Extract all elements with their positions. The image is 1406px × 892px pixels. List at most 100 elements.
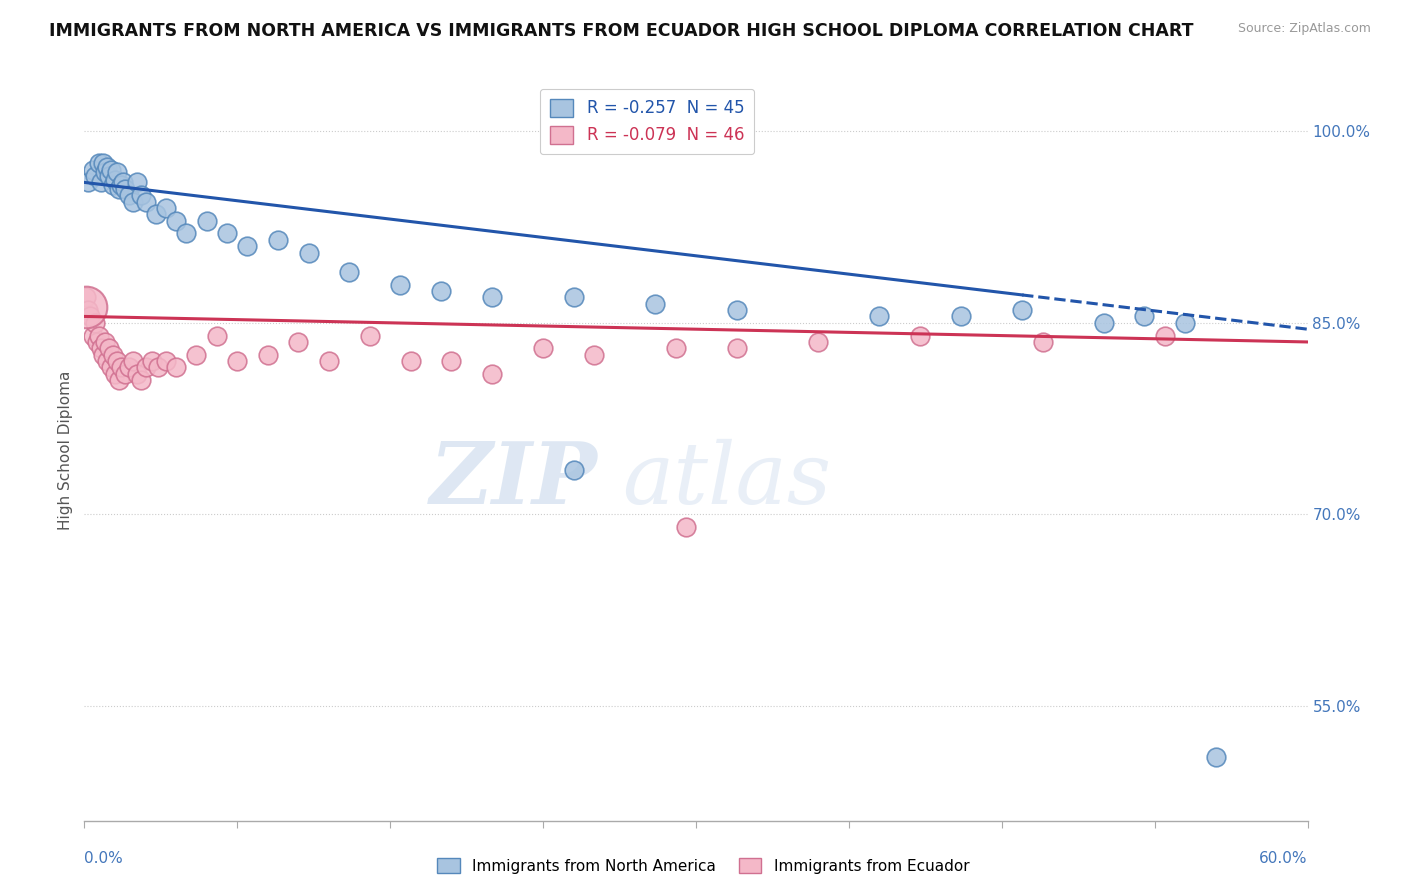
Text: IMMIGRANTS FROM NORTH AMERICA VS IMMIGRANTS FROM ECUADOR HIGH SCHOOL DIPLOMA COR: IMMIGRANTS FROM NORTH AMERICA VS IMMIGRA… xyxy=(49,22,1194,40)
Point xyxy=(90,175,112,189)
Point xyxy=(82,162,104,177)
Point xyxy=(910,328,932,343)
Point xyxy=(226,354,249,368)
Point xyxy=(135,360,157,375)
Point xyxy=(108,182,131,196)
Point xyxy=(1092,316,1115,330)
Point xyxy=(146,360,169,375)
Point xyxy=(118,188,141,202)
Point xyxy=(86,334,108,349)
Point xyxy=(318,354,340,368)
Point xyxy=(399,354,422,368)
Point xyxy=(108,373,131,387)
Point xyxy=(104,367,127,381)
Point xyxy=(236,239,259,253)
Point xyxy=(165,360,187,375)
Point xyxy=(75,290,97,304)
Point xyxy=(257,348,280,362)
Point xyxy=(869,310,891,324)
Point xyxy=(114,182,136,196)
Point xyxy=(1011,303,1033,318)
Point xyxy=(583,348,606,362)
Text: Source: ZipAtlas.com: Source: ZipAtlas.com xyxy=(1237,22,1371,36)
Point xyxy=(675,520,697,534)
Point xyxy=(97,169,120,183)
Point xyxy=(118,360,141,375)
Point xyxy=(105,165,128,179)
Point xyxy=(217,227,239,241)
Point xyxy=(112,175,135,189)
Point xyxy=(440,354,463,368)
Point xyxy=(430,284,453,298)
Point xyxy=(90,342,112,356)
Point xyxy=(141,354,163,368)
Point xyxy=(195,213,218,227)
Point xyxy=(77,175,100,189)
Point xyxy=(531,342,554,356)
Point xyxy=(644,296,666,310)
Point xyxy=(100,162,122,177)
Text: 60.0%: 60.0% xyxy=(1260,851,1308,866)
Point xyxy=(298,245,321,260)
Point xyxy=(97,342,120,356)
Point xyxy=(562,462,585,476)
Point xyxy=(725,303,748,318)
Point xyxy=(174,227,197,241)
Point xyxy=(127,367,149,381)
Text: 0.0%: 0.0% xyxy=(84,851,124,866)
Point xyxy=(389,277,412,292)
Point xyxy=(562,290,585,304)
Point xyxy=(122,354,145,368)
Point xyxy=(91,156,114,170)
Legend: Immigrants from North America, Immigrants from Ecuador: Immigrants from North America, Immigrant… xyxy=(430,852,976,880)
Point xyxy=(135,194,157,209)
Point xyxy=(665,342,688,356)
Point xyxy=(807,334,830,349)
Point xyxy=(83,316,105,330)
Point xyxy=(96,354,118,368)
Point xyxy=(75,301,97,315)
Point xyxy=(79,310,101,324)
Point xyxy=(105,354,128,368)
Point xyxy=(145,207,167,221)
Point xyxy=(481,367,503,381)
Point xyxy=(131,188,153,202)
Point xyxy=(1205,749,1227,764)
Point xyxy=(101,178,124,192)
Point xyxy=(267,233,290,247)
Point xyxy=(93,334,115,349)
Point xyxy=(87,156,110,170)
Point xyxy=(1032,334,1054,349)
Point xyxy=(96,160,118,174)
Point xyxy=(122,194,145,209)
Point xyxy=(339,265,361,279)
Point xyxy=(287,334,309,349)
Point xyxy=(127,175,149,189)
Legend: R = -0.257  N = 45, R = -0.079  N = 46: R = -0.257 N = 45, R = -0.079 N = 46 xyxy=(540,88,754,154)
Point xyxy=(155,201,177,215)
Point xyxy=(110,360,132,375)
Point xyxy=(1154,328,1177,343)
Y-axis label: High School Diploma: High School Diploma xyxy=(58,371,73,530)
Point xyxy=(93,165,115,179)
Text: atlas: atlas xyxy=(623,439,832,522)
Point xyxy=(131,373,153,387)
Point xyxy=(101,348,124,362)
Point xyxy=(155,354,177,368)
Point xyxy=(104,173,127,187)
Point xyxy=(82,328,104,343)
Point xyxy=(77,303,100,318)
Point xyxy=(1133,310,1156,324)
Point xyxy=(359,328,381,343)
Point xyxy=(950,310,973,324)
Point xyxy=(83,169,105,183)
Point xyxy=(91,348,114,362)
Point xyxy=(114,367,136,381)
Point xyxy=(165,213,187,227)
Point xyxy=(100,360,122,375)
Text: ZIP: ZIP xyxy=(430,438,598,522)
Point xyxy=(87,328,110,343)
Point xyxy=(205,328,228,343)
Point xyxy=(481,290,503,304)
Point xyxy=(1174,316,1197,330)
